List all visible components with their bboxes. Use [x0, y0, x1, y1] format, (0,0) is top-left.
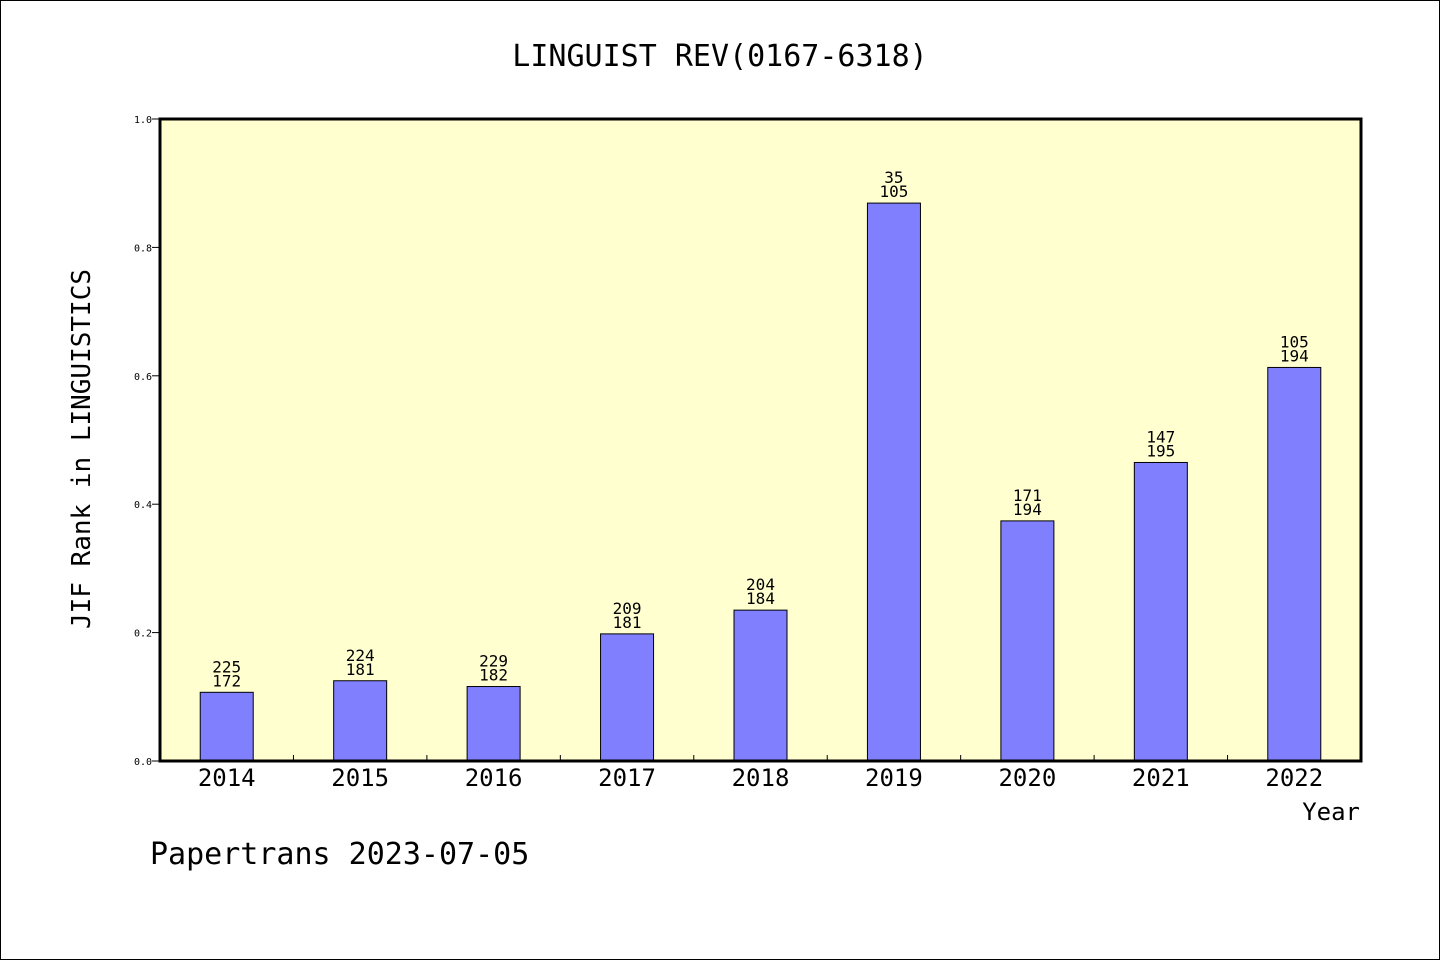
y-tick-label-1.0: 1.0 — [134, 115, 152, 126]
bar-label-top-2015: 224 — [346, 646, 375, 665]
bar-label-bottom-2016: 182 — [479, 666, 508, 685]
x-tick-label-2021: 2021 — [1132, 764, 1190, 792]
x-tick-label-2020: 2020 — [998, 764, 1056, 792]
x-axis-label: Year — [1302, 798, 1360, 826]
bar-label-bottom-2015: 181 — [346, 660, 375, 679]
bar-label-top-2017: 209 — [613, 599, 642, 618]
bar-label-bottom-2021: 195 — [1146, 441, 1175, 460]
x-tick-label-2018: 2018 — [732, 764, 790, 792]
x-tick-label-2022: 2022 — [1265, 764, 1323, 792]
bar-2014 — [199, 691, 254, 762]
bar-label-top-2016: 229 — [479, 652, 508, 671]
bar-2017 — [600, 633, 655, 762]
bar-label-bottom-2020: 194 — [1013, 500, 1042, 519]
x-tick-label-2019: 2019 — [865, 764, 923, 792]
bar-label-top-2019: 35 — [884, 168, 903, 187]
y-tick-label-0.6: 0.6 — [134, 372, 152, 383]
bars-group — [199, 202, 1322, 762]
y-tick-label-0.4: 0.4 — [134, 500, 152, 511]
bar-label-top-2018: 204 — [746, 575, 775, 594]
x-tick-label-2017: 2017 — [598, 764, 656, 792]
chart-title: LINGUIST REV(0167-6318) — [512, 39, 927, 74]
y-ticks-group: 0.0 0.2 0.4 0.6 0.8 1.0 — [134, 115, 160, 768]
x-ticks-group: 2014 2015 2016 2017 2018 2019 2020 2021 2022 — [198, 755, 1323, 792]
y-tick-label-0.2: 0.2 — [134, 629, 152, 640]
bar-2021 — [1133, 461, 1188, 762]
bar-label-bottom-2019: 105 — [879, 182, 908, 201]
bar-2016 — [466, 686, 521, 762]
bar-label-bottom-2014: 172 — [212, 671, 241, 690]
y-tick-label-0.8: 0.8 — [134, 243, 152, 254]
bar-label-bottom-2022: 194 — [1280, 346, 1309, 365]
x-tick-label-2014: 2014 — [198, 764, 256, 792]
bar-2018 — [733, 609, 788, 762]
bar-label-top-2022: 105 — [1280, 332, 1309, 351]
bar-label-top-2021: 147 — [1146, 427, 1175, 446]
y-tick-label-0.0: 0.0 — [134, 757, 152, 768]
plot-border — [158, 117, 1363, 763]
bar-label-bottom-2017: 181 — [613, 613, 642, 632]
bar-label-top-2014: 225 — [212, 657, 241, 676]
bar-label-top-2020: 171 — [1013, 486, 1042, 505]
x-tick-label-2015: 2015 — [331, 764, 389, 792]
bar-2019 — [866, 202, 921, 762]
bar-2022 — [1267, 366, 1322, 762]
x-tick-label-2016: 2016 — [465, 764, 523, 792]
bar-label-bottom-2018: 184 — [746, 589, 775, 608]
footer-text: Papertrans 2023-07-05 — [150, 837, 529, 872]
bar-2015 — [333, 680, 388, 762]
bar-2020 — [1000, 520, 1055, 762]
y-axis-label: JIF Rank in LINGUISTICS — [67, 269, 97, 629]
